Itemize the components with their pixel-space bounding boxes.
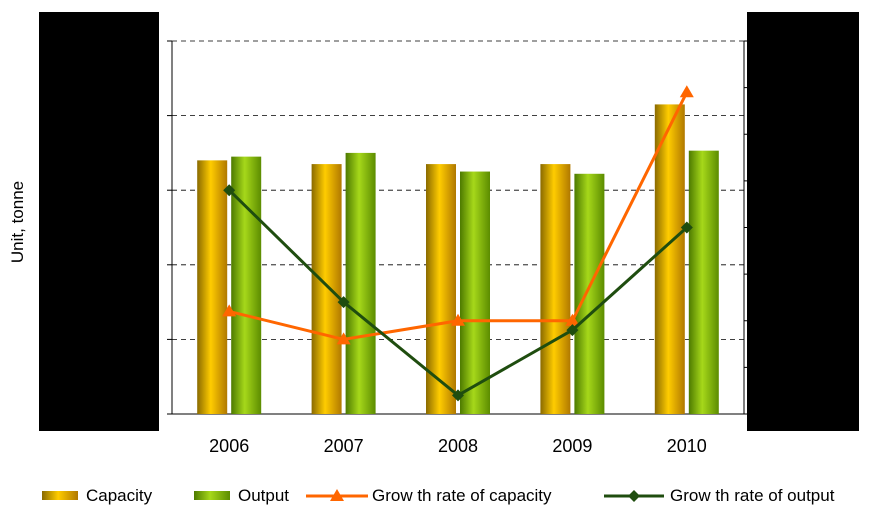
bar-capacity-2009 (540, 164, 571, 414)
legend-capacity-growth-marker (330, 489, 344, 501)
bar-capacity-2010 (654, 104, 685, 414)
bar-capacity-2008 (426, 164, 456, 414)
marker-capacity-growth-2009 (565, 313, 580, 326)
x-tick-label-2008: 2008 (438, 436, 478, 456)
marker-capacity-growth-2007 (336, 332, 351, 345)
legend-output-growth-marker (628, 490, 640, 502)
x-tick-label-2009: 2009 (552, 436, 592, 456)
legend-capacity-swatch (42, 491, 78, 500)
x-tick-labels: 2006 2007 2008 2009 2010 (209, 436, 707, 456)
x-tick-label-2007: 2007 (324, 436, 364, 456)
legend-output-swatch (194, 491, 230, 500)
right-axis-ticks (744, 40, 749, 415)
x-tick-label-2010: 2010 (667, 436, 707, 456)
marker-output-growth-2010 (680, 221, 693, 234)
y2-axis-title: Growth rate (826, 178, 845, 267)
y-axis-title: Unit, tonne (8, 181, 27, 263)
bars (197, 104, 719, 415)
left-axis-ticks (167, 40, 172, 415)
legend-capacity-label: Capacity (86, 486, 153, 505)
legend-output-growth-label: Grow th rate of output (670, 486, 835, 505)
marker-capacity-growth-2010 (679, 85, 694, 98)
marker-capacity-growth-2006 (222, 304, 237, 317)
marker-output-growth-2007 (337, 296, 350, 309)
right-axis-panel (747, 12, 859, 431)
bar-capacity-2006 (197, 160, 228, 414)
line-series (222, 85, 694, 402)
bar-output-2006 (231, 156, 262, 414)
bar-capacity-2007 (311, 164, 342, 414)
legend: Capacity Output Grow th rate of capacity… (42, 486, 835, 505)
marker-output-growth-2008 (452, 389, 464, 402)
legend-capacity-growth-label: Grow th rate of capacity (372, 486, 552, 505)
marker-output-growth-2006 (223, 184, 236, 197)
legend-output-label: Output (238, 486, 289, 505)
left-axis-panel (39, 12, 159, 431)
bar-output-2008 (460, 171, 490, 414)
marker-output-growth-2009 (566, 324, 579, 337)
x-tick-label-2006: 2006 (209, 436, 249, 456)
marker-capacity-growth-2008 (451, 313, 465, 326)
bar-output-2009 (574, 173, 605, 414)
bar-output-2010 (688, 150, 719, 415)
bar-output-2007 (345, 152, 376, 414)
